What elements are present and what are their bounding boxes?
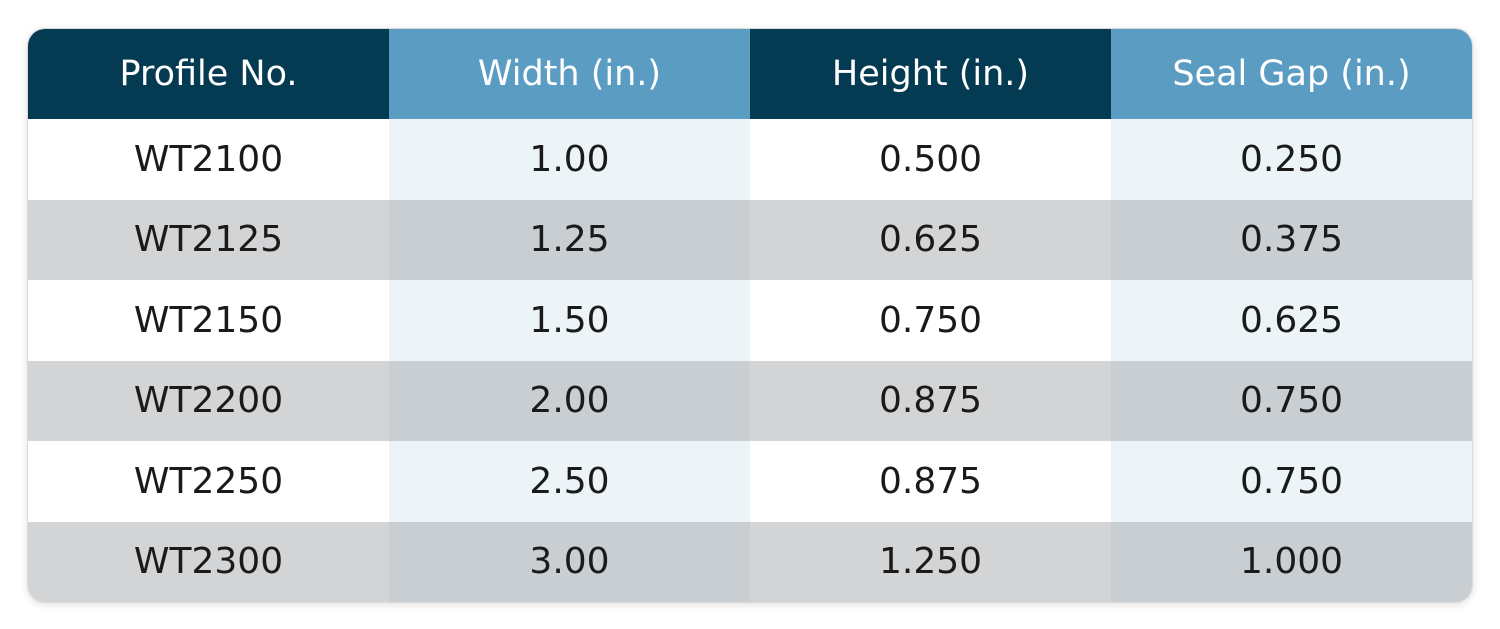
table-cell: WT2200 xyxy=(28,360,389,441)
table-cell: 0.875 xyxy=(750,441,1111,522)
table-cell: 2.50 xyxy=(389,441,750,522)
table-cell: 0.625 xyxy=(1111,280,1472,361)
table-cell: 0.500 xyxy=(750,119,1111,200)
table-cell: WT2125 xyxy=(28,199,389,280)
table-cell: 2.00 xyxy=(389,360,750,441)
table-cell: WT2150 xyxy=(28,280,389,361)
table: Profile No. Width (in.) Height (in.) Seal G… xyxy=(27,28,1473,603)
table-cell: 0.750 xyxy=(1111,360,1472,441)
table-cell: 0.375 xyxy=(1111,199,1472,280)
table-cell: 3.00 xyxy=(389,521,750,602)
table-cell: 1.50 xyxy=(389,280,750,361)
table-cell: 0.250 xyxy=(1111,119,1472,200)
table-cell: 1.000 xyxy=(1111,521,1472,602)
table-cell: WT2300 xyxy=(28,521,389,602)
table-cell: 1.00 xyxy=(389,119,750,200)
header-cell: Width (in.) xyxy=(389,29,750,119)
table-cell: 0.625 xyxy=(750,199,1111,280)
table-cell: WT2250 xyxy=(28,441,389,522)
header-cell: Height (in.) xyxy=(750,29,1111,119)
header-cell: Profile No. xyxy=(28,29,389,119)
table-cell: WT2100 xyxy=(28,119,389,200)
table-cell: 0.875 xyxy=(750,360,1111,441)
table-cell: 1.250 xyxy=(750,521,1111,602)
table-cell: 0.750 xyxy=(750,280,1111,361)
header-cell: Seal Gap (in.) xyxy=(1111,29,1472,119)
table-cell: 1.25 xyxy=(389,199,750,280)
table-cell: 0.750 xyxy=(1111,441,1472,522)
